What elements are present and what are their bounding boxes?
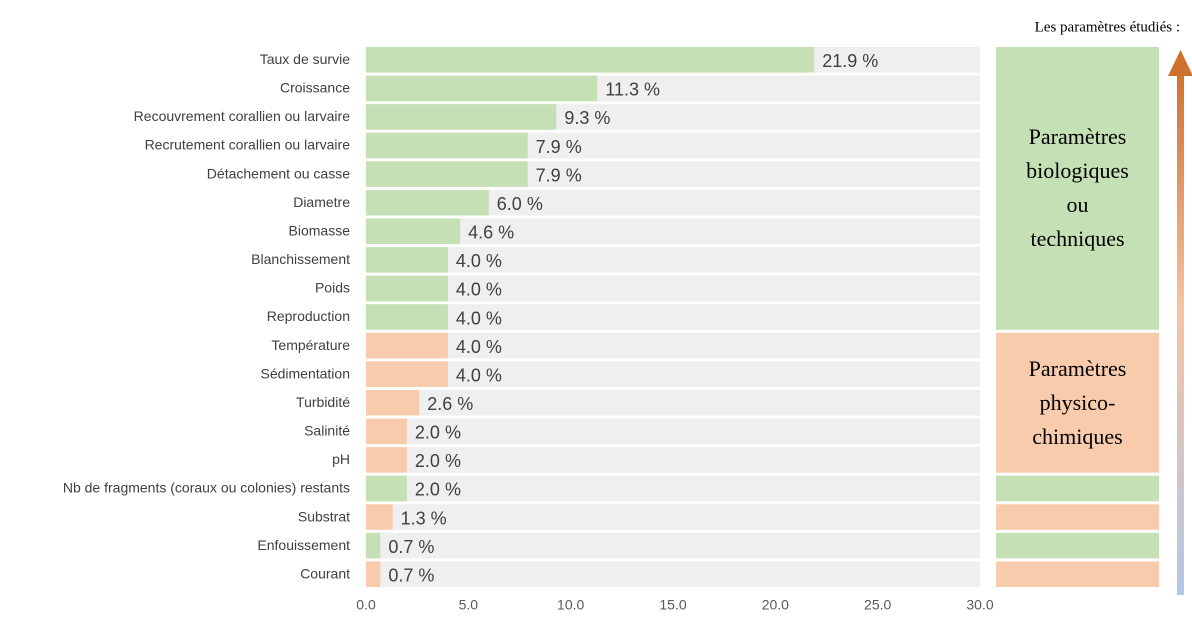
bar [366, 47, 815, 73]
y-tick-label: Sédimentation [260, 365, 350, 381]
y-tick-label: Reproduction [267, 308, 350, 324]
y-tick-label: Courant [300, 565, 350, 581]
row-background [366, 247, 980, 273]
data-label: 4.0 % [456, 337, 502, 357]
data-label: 2.0 % [415, 423, 461, 443]
y-tick-label: Turbidité [296, 394, 350, 410]
bar [366, 75, 598, 102]
data-label: 0.7 % [388, 537, 434, 557]
group-panel [996, 504, 1159, 530]
group-panel [996, 332, 1159, 473]
y-tick-label: Température [271, 337, 350, 353]
row-background [366, 332, 980, 359]
y-tick-label: Recouvrement corallien ou larvaire [134, 108, 351, 124]
bar [366, 304, 448, 330]
y-tick-label: Substrat [298, 508, 350, 524]
y-tick-label: Biomasse [289, 222, 351, 238]
x-tick-label: 30.0 [966, 597, 993, 613]
bar [366, 504, 393, 530]
data-label: 6.0 % [497, 194, 543, 214]
legend-title: Les paramètres étudiés : [1035, 19, 1180, 35]
y-tick-label: Croissance [280, 80, 350, 96]
y-tick-label: Détachement ou casse [207, 165, 350, 181]
data-label: 11.3 % [605, 80, 660, 100]
bar [366, 104, 557, 130]
y-tick-label: Recrutement corallien ou larvaire [145, 137, 351, 153]
bar [366, 418, 407, 445]
bar [366, 561, 381, 587]
bar [366, 132, 528, 159]
row-background [366, 475, 980, 502]
bar [366, 447, 407, 473]
row-background [366, 418, 980, 445]
row-background [366, 561, 980, 587]
data-label: 2.0 % [415, 451, 461, 471]
row-background [366, 389, 980, 416]
data-label: 0.7 % [388, 565, 434, 585]
row-background [366, 275, 980, 302]
arrow-shaft [1177, 72, 1184, 595]
row-background [366, 504, 980, 530]
bar [366, 532, 381, 559]
x-tick-label: 10.0 [557, 597, 584, 613]
bar [366, 361, 448, 387]
group-panel [996, 47, 1159, 330]
bar [366, 247, 448, 273]
bar [366, 475, 407, 502]
bar [366, 161, 528, 187]
data-label: 1.3 % [401, 508, 447, 528]
bar [366, 275, 448, 302]
row-background [366, 361, 980, 387]
group-panel [996, 532, 1159, 559]
bar [366, 389, 420, 416]
data-label: 4.0 % [456, 365, 502, 385]
data-label: 4.0 % [456, 251, 502, 271]
row-background [366, 304, 980, 330]
y-tick-label: Diametre [293, 194, 350, 210]
data-label: 21.9 % [822, 51, 878, 71]
y-tick-label: pH [332, 451, 350, 467]
group-panel [996, 561, 1159, 587]
bar [366, 189, 489, 216]
y-tick-label: Salinité [304, 423, 350, 439]
data-label: 2.6 % [427, 394, 473, 414]
data-label: 9.3 % [564, 108, 610, 128]
group-panel [996, 475, 1159, 502]
y-tick-label: Blanchissement [251, 251, 350, 267]
data-label: 2.0 % [415, 480, 461, 500]
y-tick-label: Enfouissement [257, 537, 350, 553]
row-background [366, 447, 980, 473]
data-label: 4.6 % [468, 223, 514, 243]
x-tick-label: 5.0 [459, 597, 479, 613]
y-tick-label: Poids [315, 280, 350, 296]
group-label: Paramètres physico-chimiques [1028, 355, 1127, 449]
x-tick-label: 15.0 [659, 597, 686, 613]
row-background [366, 532, 980, 559]
x-tick-label: 25.0 [864, 597, 891, 613]
x-tick-label: 20.0 [762, 597, 789, 613]
bar [366, 218, 461, 245]
arrow-head [1168, 50, 1192, 76]
data-label: 4.0 % [456, 280, 502, 300]
x-tick-label: 0.0 [356, 597, 376, 613]
data-label: 4.0 % [456, 308, 502, 328]
data-label: 7.9 % [536, 137, 582, 157]
y-tick-label: Nb de fragments (coraux ou colonies) res… [63, 480, 350, 496]
bar [366, 332, 448, 359]
data-label: 7.9 % [536, 165, 582, 185]
row-background [366, 218, 980, 245]
y-tick-label: Taux de survie [260, 51, 350, 67]
group-label: Paramètres biologiques ou techniques [1026, 124, 1129, 252]
